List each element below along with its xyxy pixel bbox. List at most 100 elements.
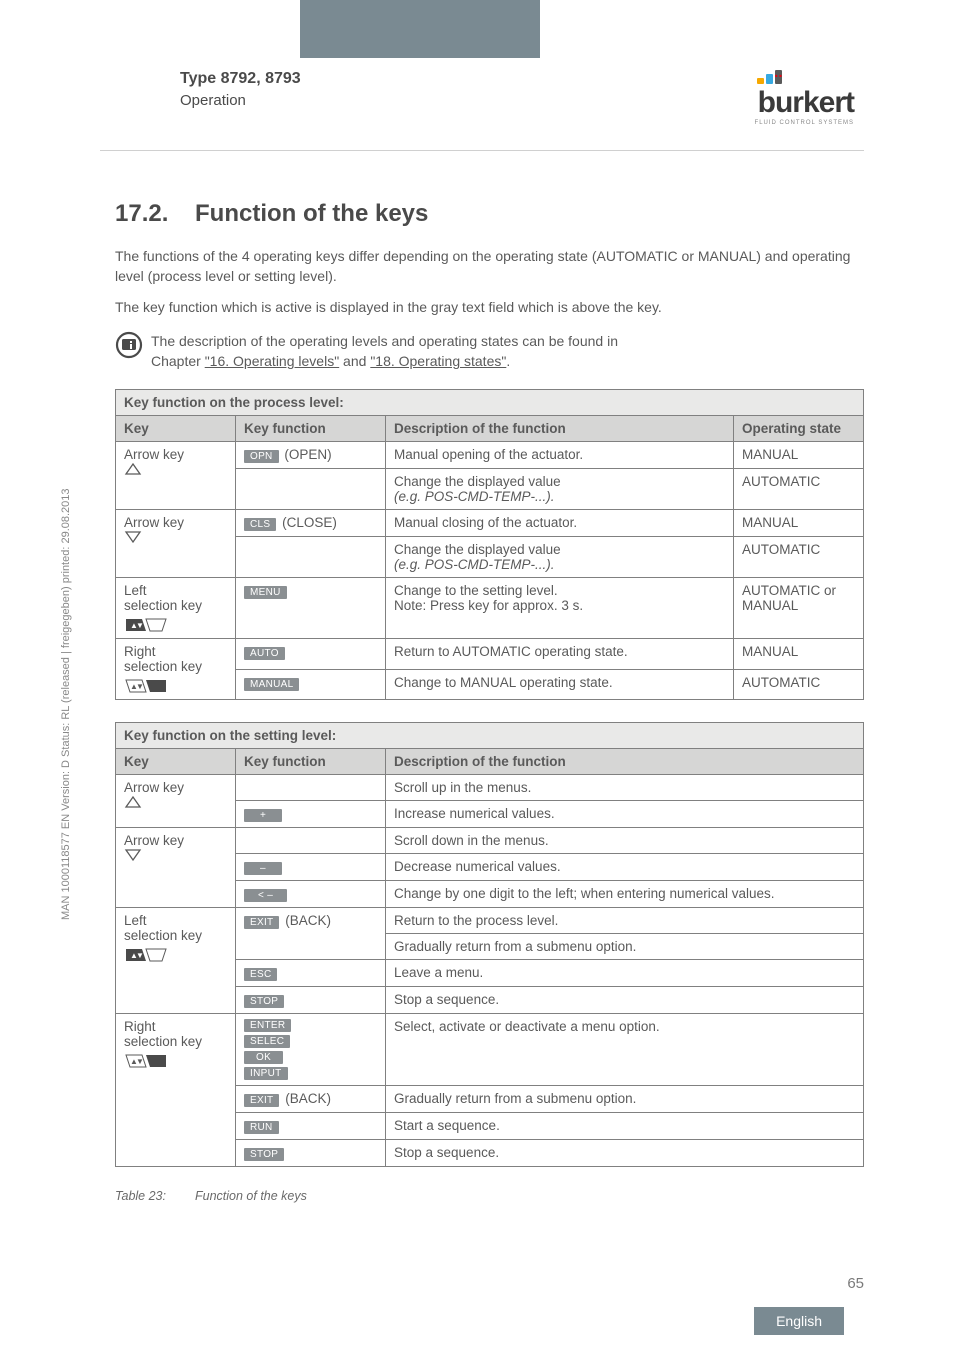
doc-type: Type 8792, 8793 (180, 70, 301, 88)
ok-badge: OK (244, 1051, 283, 1064)
table-row: AUTOMATIC (734, 537, 864, 578)
logo-wordmark: burkert (755, 86, 854, 120)
doc-subtitle: Operation (180, 92, 301, 109)
table-row (236, 775, 386, 801)
manual-badge: MANUAL (244, 678, 299, 691)
plus-badge: + (244, 809, 282, 822)
table-row: EXIT (BACK) (236, 908, 386, 960)
table-row: Arrow key (116, 775, 236, 828)
t1-caption: Key function on the process level: (116, 390, 864, 416)
table-row: Decrease numerical values. (386, 854, 864, 881)
right-selection-key-icon: ▲▼ (124, 1053, 168, 1069)
info-icon (115, 331, 143, 359)
table-row: Rightselection key ▲▼ (116, 639, 236, 700)
t1-h-key: Key (116, 416, 236, 442)
left-selection-key-icon: ▲▼ (124, 617, 168, 633)
logo-tagline: FLUID CONTROL SYSTEMS (755, 120, 854, 126)
info-callout: The description of the operating levels … (115, 331, 864, 372)
stop-badge: STOP (244, 995, 284, 1008)
table-row: Return to the process level. (386, 908, 864, 934)
table-row: < – (236, 881, 386, 908)
table-row: Return to AUTOMATIC operating state. (386, 639, 734, 670)
table-row: Change by one digit to the left; when en… (386, 881, 864, 908)
table-row: Manual closing of the actuator. (386, 510, 734, 537)
stop-badge: STOP (244, 1148, 284, 1161)
section-title: Function of the keys (195, 200, 428, 227)
t1-h-desc: Description of the function (386, 416, 734, 442)
arrow-down-icon (124, 848, 142, 862)
section-number: 17.2. (115, 200, 195, 228)
table-row: ENTER SELEC OK INPUT (236, 1014, 386, 1086)
table-row: Gradually return from a submenu option. (386, 934, 864, 960)
link-operating-states[interactable]: "18. Operating states" (370, 353, 506, 369)
t1-h-func: Key function (236, 416, 386, 442)
language-tab: English (754, 1307, 844, 1335)
table-row: MANUAL (734, 639, 864, 670)
t1-h-state: Operating state (734, 416, 864, 442)
table-row: MENU (236, 578, 386, 639)
t2-h-desc: Description of the function (386, 749, 864, 775)
menu-badge: MENU (244, 586, 287, 599)
table-row: EXIT (BACK) (236, 1086, 386, 1113)
table-row: Start a sequence. (386, 1113, 864, 1140)
table-row: Change to MANUAL operating state. (386, 669, 734, 700)
minus-badge: – (244, 862, 282, 875)
process-level-table: Key function on the process level: Key K… (115, 389, 864, 700)
table-row: Leave a menu. (386, 960, 864, 987)
table-row: Select, activate or deactivate a menu op… (386, 1014, 864, 1086)
table-row: Manual opening of the actuator. (386, 442, 734, 469)
right-selection-key-icon: ▲▼ (124, 678, 168, 694)
table-row: STOP (236, 987, 386, 1014)
left-selection-key-icon: ▲▼ (124, 947, 168, 963)
t2-h-func: Key function (236, 749, 386, 775)
arrow-up-icon (124, 795, 142, 809)
t2-h-key: Key (116, 749, 236, 775)
exit-badge: EXIT (244, 1094, 279, 1107)
link-operating-levels[interactable]: "16. Operating levels" (205, 353, 339, 369)
table-caption: Table 23:Function of the keys (115, 1189, 864, 1203)
table-row: AUTO (236, 639, 386, 670)
table-row: Change the displayed value(e.g. POS-CMD-… (386, 537, 734, 578)
side-print-info: MAN 1000118577 EN Version: D Status: RL … (60, 488, 72, 920)
table-row: Increase numerical values. (386, 801, 864, 828)
left-digit-badge: < – (244, 889, 287, 902)
opn-badge: OPN (244, 450, 279, 463)
t2-caption: Key function on the setting level: (116, 723, 864, 749)
auto-badge: AUTO (244, 647, 285, 660)
table-row: Stop a sequence. (386, 1140, 864, 1167)
table-row: Arrow key (116, 442, 236, 510)
table-row: Leftselection key ▲▼ (116, 578, 236, 639)
cls-badge: CLS (244, 518, 276, 531)
selec-badge: SELEC (244, 1035, 290, 1048)
table-row: Change the displayed value(e.g. POS-CMD-… (386, 469, 734, 510)
svg-text:▼: ▼ (136, 1057, 144, 1066)
exit-badge: EXIT (244, 916, 279, 929)
table-row (236, 469, 386, 510)
table-row: MANUAL (734, 442, 864, 469)
brand-logo: burkert FLUID CONTROL SYSTEMS (755, 70, 854, 126)
run-badge: RUN (244, 1121, 279, 1134)
table-row: Scroll up in the menus. (386, 775, 864, 801)
arrow-down-icon (124, 530, 142, 544)
table-row: OPN (OPEN) (236, 442, 386, 469)
table-row: CLS (CLOSE) (236, 510, 386, 537)
table-row (236, 537, 386, 578)
input-badge: INPUT (244, 1067, 288, 1080)
arrow-up-icon (124, 462, 142, 476)
info-text: The description of the operating levels … (151, 331, 618, 372)
enter-badge: ENTER (244, 1019, 291, 1032)
intro-para-1: The functions of the 4 operating keys di… (115, 246, 864, 287)
svg-text:▼: ▼ (136, 682, 144, 691)
table-row: Gradually return from a submenu option. (386, 1086, 864, 1113)
table-row: STOP (236, 1140, 386, 1167)
main-content: 17.2.Function of the keys The functions … (115, 200, 864, 1203)
page-header: Type 8792, 8793 Operation burkert FLUID … (0, 70, 954, 126)
svg-text:▼: ▼ (136, 621, 144, 630)
table-row: + (236, 801, 386, 828)
table-row (236, 828, 386, 854)
setting-level-table: Key function on the setting level: Key K… (115, 722, 864, 1167)
svg-text:▼: ▼ (136, 951, 144, 960)
header-divider (100, 150, 864, 151)
table-row: Rightselection key ▲▼ (116, 1014, 236, 1167)
intro-para-2: The key function which is active is disp… (115, 297, 864, 317)
